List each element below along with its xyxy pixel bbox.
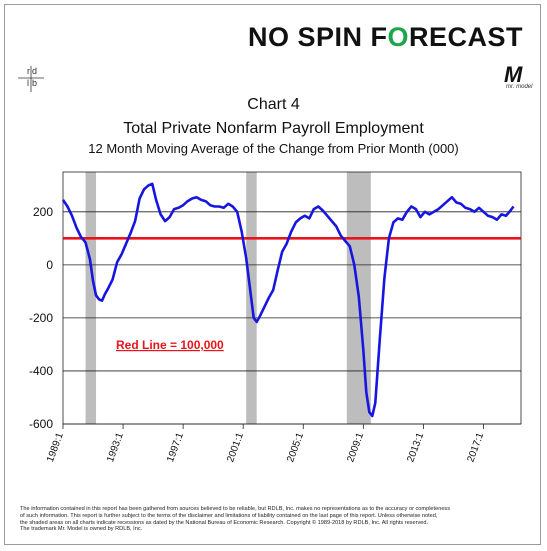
footer-line-3: the shaded areas on all charts indicate …	[20, 519, 429, 526]
reference-line-label: Red Line = 100,000	[116, 338, 224, 352]
x-tick-label-3: 2001:1	[225, 431, 246, 464]
recession-band-0	[85, 172, 97, 424]
y-tick-label-2: -200	[29, 311, 53, 325]
rdlb-letter-r: r	[27, 66, 30, 76]
x-tick-label-4: 2005:1	[285, 431, 306, 464]
x-tick-label-5: 2009:1	[345, 431, 366, 464]
x-tick-label-7: 2017:1	[465, 431, 486, 464]
mr-model-mark: M	[504, 62, 523, 87]
x-tick-label-6: 2013:1	[405, 431, 426, 464]
footer-line-2: of such information. This report is furt…	[20, 512, 438, 519]
brand-text-a: NO SPIN F	[248, 22, 388, 52]
brand-text-o: O	[387, 22, 410, 52]
rdlb-letter-b: b	[32, 78, 38, 88]
rdlb-letter-d: d	[32, 66, 38, 76]
x-tick-label-2: 1997:1	[165, 431, 186, 464]
y-tick-label-1: 0	[46, 258, 53, 272]
chart-subtitle-2: 12 Month Moving Average of the Change fr…	[88, 141, 459, 156]
mr-model-logo: M mr. model	[500, 62, 533, 92]
footer-line-1: The information contained in this report…	[20, 506, 451, 512]
plot-area-border	[62, 171, 522, 425]
chart-frame	[4, 4, 541, 545]
series-line-0	[61, 182, 515, 418]
brand-logo: NO SPIN FORECAST	[248, 22, 523, 53]
rdlb-cross-icon	[18, 66, 44, 92]
y-tick-label-0: 200	[33, 205, 53, 219]
brand-text-b: RECAST	[409, 22, 524, 52]
y-tick-label-4: -600	[29, 417, 53, 431]
mr-model-caption: mr. model	[506, 84, 533, 90]
y-tick-label-3: -400	[29, 364, 53, 378]
disclaimer-footer: The information contained in this report…	[20, 506, 535, 533]
x-tick-label-0: 1989:1	[45, 431, 66, 464]
chart-subtitle: Total Private Nonfarm Payroll Employment	[123, 120, 424, 137]
footer-line-4: The trademark Mr. Model is owned by RDLB…	[20, 526, 143, 533]
x-tick-label-1: 1993:1	[105, 431, 126, 464]
chart-title: Chart 4	[247, 96, 300, 113]
rdlb-logo: r d l b	[18, 66, 44, 92]
rdlb-letter-l: l	[27, 78, 29, 88]
